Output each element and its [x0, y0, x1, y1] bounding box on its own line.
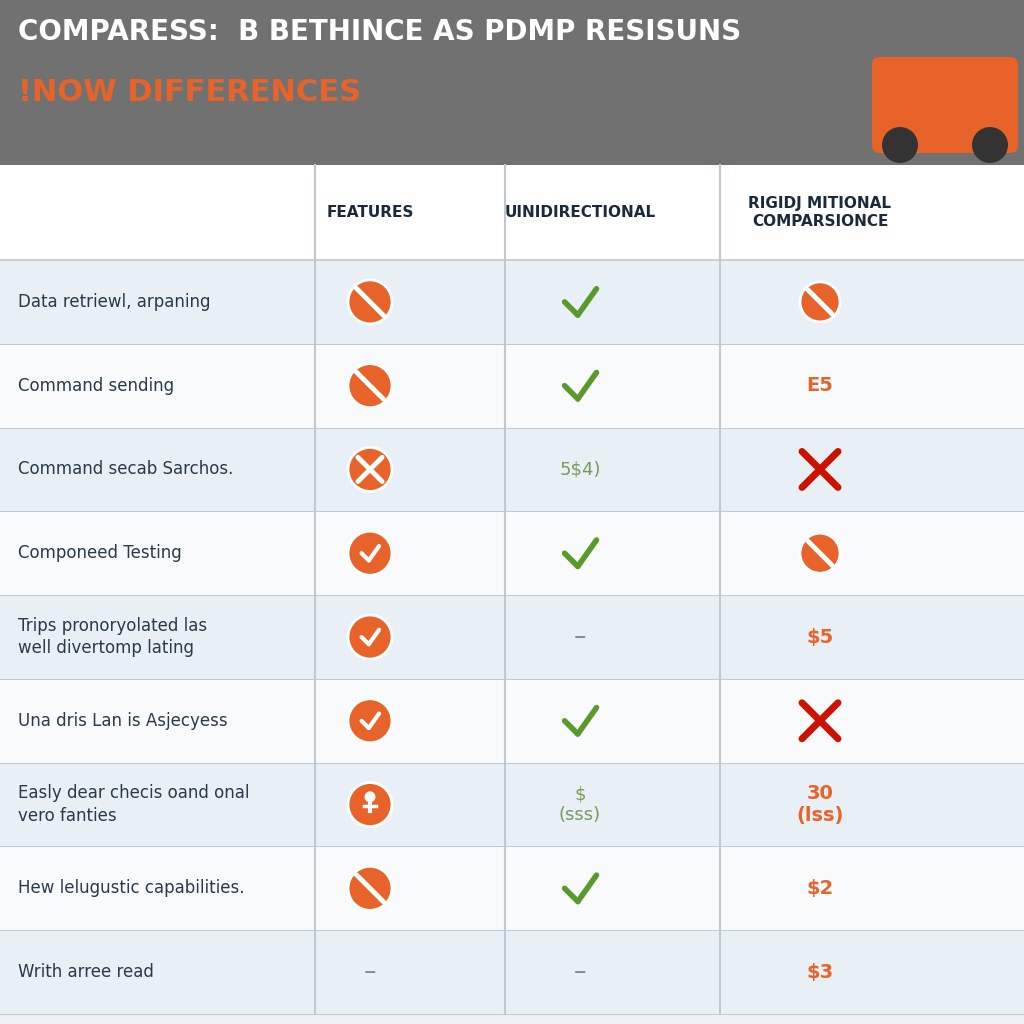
Text: –: –: [573, 625, 587, 649]
FancyBboxPatch shape: [0, 595, 1024, 679]
Circle shape: [365, 792, 376, 803]
FancyBboxPatch shape: [0, 930, 1024, 1014]
Circle shape: [348, 447, 392, 492]
Text: !NOW DIFFERENCES: !NOW DIFFERENCES: [18, 78, 361, 106]
FancyBboxPatch shape: [0, 344, 1024, 428]
FancyBboxPatch shape: [872, 57, 1018, 153]
Text: Una dris Lan is Asjecyess: Una dris Lan is Asjecyess: [18, 712, 227, 730]
FancyBboxPatch shape: [0, 511, 1024, 595]
Text: Easly dear checis oand onal
vero fanties: Easly dear checis oand onal vero fanties: [18, 784, 250, 824]
Text: UINIDIRECTIONAL: UINIDIRECTIONAL: [505, 205, 655, 220]
Circle shape: [348, 280, 392, 324]
Text: E5: E5: [807, 376, 834, 395]
Text: Data retriewl, arpaning: Data retriewl, arpaning: [18, 293, 211, 311]
Circle shape: [972, 127, 1008, 163]
Text: $3: $3: [807, 963, 834, 982]
FancyBboxPatch shape: [0, 0, 1024, 165]
Text: Writh arree read: Writh arree read: [18, 964, 154, 981]
Text: Componeed Testing: Componeed Testing: [18, 544, 181, 562]
Text: $2: $2: [806, 879, 834, 898]
Text: Hew lelugustic capabilities.: Hew lelugustic capabilities.: [18, 880, 245, 897]
Circle shape: [348, 782, 392, 826]
Circle shape: [348, 698, 392, 742]
Text: COMPARESS:  B BETHINCE AS PDMP RESISUNS: COMPARESS: B BETHINCE AS PDMP RESISUNS: [18, 18, 741, 46]
Text: RIGIDJ MITIONAL
COMPARSIONCE: RIGIDJ MITIONAL COMPARSIONCE: [749, 197, 892, 228]
Text: Trips pronoryolated las
well divertomp lating: Trips pronoryolated las well divertomp l…: [18, 616, 207, 657]
FancyBboxPatch shape: [0, 260, 1024, 344]
Circle shape: [348, 866, 392, 910]
Text: 30
(lss): 30 (lss): [797, 784, 844, 825]
Text: $5: $5: [806, 628, 834, 646]
Text: –: –: [364, 961, 376, 984]
Circle shape: [348, 615, 392, 659]
Text: –: –: [573, 961, 587, 984]
Circle shape: [800, 534, 840, 573]
Circle shape: [348, 531, 392, 575]
Circle shape: [882, 127, 918, 163]
Text: 5$4): 5$4): [559, 461, 601, 478]
Text: Command sending: Command sending: [18, 377, 174, 394]
Text: $
(sss): $ (sss): [559, 785, 601, 824]
Circle shape: [348, 364, 392, 408]
FancyBboxPatch shape: [0, 428, 1024, 511]
FancyBboxPatch shape: [0, 847, 1024, 930]
Text: Command secab Sarchos.: Command secab Sarchos.: [18, 461, 233, 478]
FancyBboxPatch shape: [0, 679, 1024, 763]
FancyBboxPatch shape: [0, 763, 1024, 847]
FancyBboxPatch shape: [0, 165, 1024, 260]
Circle shape: [800, 282, 840, 322]
Text: FEATURES: FEATURES: [327, 205, 414, 220]
